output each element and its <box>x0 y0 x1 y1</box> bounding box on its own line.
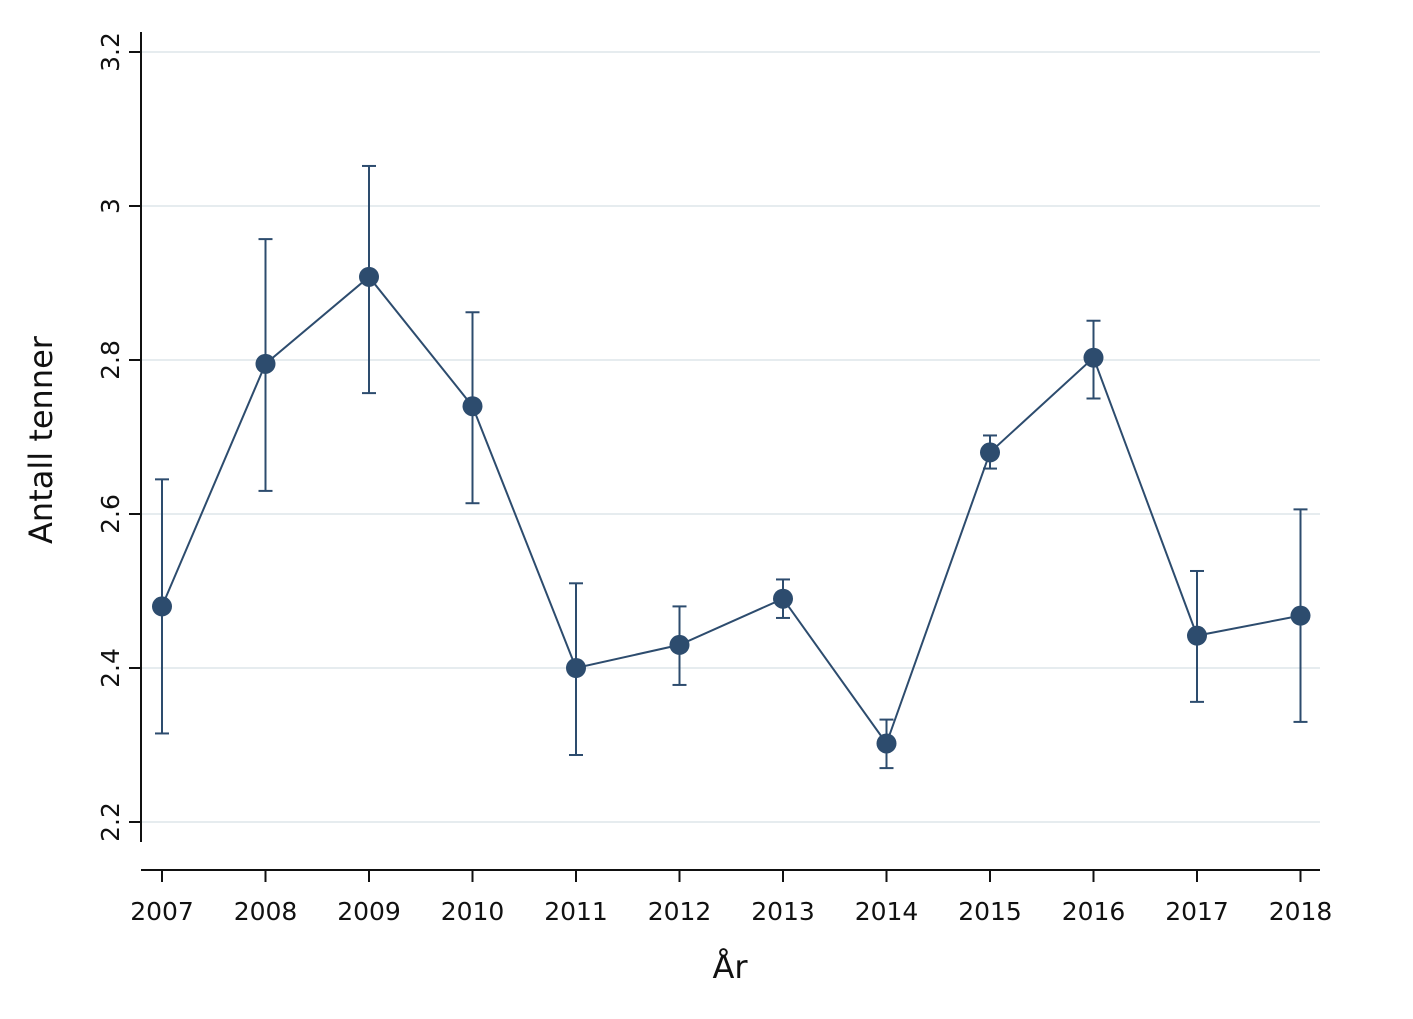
y-tick-label: 2.8 <box>96 340 125 380</box>
x-tick-label: 2012 <box>648 897 712 926</box>
data-point <box>980 442 1000 463</box>
x-tick-label: 2015 <box>958 897 1022 926</box>
x-tick-label: 2007 <box>130 897 194 926</box>
x-tick-label: 2016 <box>1062 897 1126 926</box>
x-tick-label: 2017 <box>1165 897 1229 926</box>
data-point <box>773 588 793 609</box>
data-point <box>1187 625 1207 646</box>
y-tick-label: 2.4 <box>96 648 125 688</box>
x-tick-label: 2011 <box>544 897 608 926</box>
x-tick-label: 2014 <box>855 897 919 926</box>
y-tick-label: 2.6 <box>96 494 125 534</box>
y-tick-label: 3 <box>96 198 125 214</box>
data-point <box>462 396 483 417</box>
y-tick-label: 2.2 <box>96 802 125 842</box>
data-point <box>359 266 379 287</box>
data-point <box>152 596 172 617</box>
data-point <box>566 658 586 678</box>
y-axis-title: Antall tenner <box>22 335 60 544</box>
x-ticks: 2007 2008 2009 2010 2011 2012 2013 2014 2015 2016… <box>130 870 1332 926</box>
data-point <box>1290 605 1311 626</box>
x-tick-label: 2008 <box>234 897 298 926</box>
data-point <box>255 353 276 374</box>
y-tick-label: 3.2 <box>96 32 125 72</box>
data-point <box>669 634 690 655</box>
x-axis-title: År <box>712 948 748 986</box>
x-tick-label: 2013 <box>751 897 815 926</box>
data-point <box>1083 347 1104 368</box>
x-tick-label: 2010 <box>441 897 505 926</box>
gridlines <box>141 51 1320 823</box>
data-point <box>876 733 897 754</box>
x-tick-label: 2009 <box>337 897 401 926</box>
series-line <box>161 275 1301 746</box>
y-ticks: 2.2 2.4 2.6 2.8 3 3.2 <box>96 32 141 842</box>
x-tick-label: 2018 <box>1269 897 1333 926</box>
data-points <box>152 266 1311 754</box>
